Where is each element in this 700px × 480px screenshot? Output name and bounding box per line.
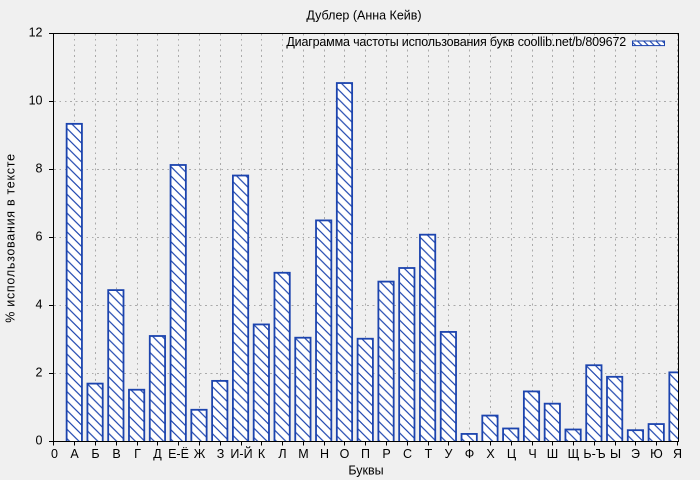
svg-text:4: 4 [36,298,43,312]
svg-text:Г: Г [134,447,141,461]
svg-text:В: В [112,447,120,461]
svg-text:Ь-Ъ: Ь-Ъ [583,447,605,461]
svg-text:З: З [217,447,225,461]
svg-text:12: 12 [29,26,43,40]
svg-text:Д: Д [153,447,162,461]
svg-text:Ч: Ч [528,447,536,461]
svg-text:Диаграмма частоты использовани: Диаграмма частоты использования букв coo… [286,35,626,49]
svg-text:Л: Л [278,447,286,461]
svg-text:Т: Т [425,447,433,461]
svg-text:0: 0 [51,447,58,461]
svg-text:Е-Ё: Е-Ё [168,447,189,461]
svg-text:Ы: Ы [610,447,621,461]
svg-text:Буквы: Буквы [348,464,383,478]
svg-text:С: С [403,447,412,461]
svg-text:А: А [70,447,79,461]
svg-text:Ж: Ж [194,447,206,461]
svg-text:2: 2 [36,366,43,380]
svg-text:К: К [258,447,266,461]
svg-text:Щ: Щ [568,447,580,461]
svg-text:10: 10 [29,94,43,108]
svg-text:У: У [445,447,453,461]
svg-text:Ю: Ю [650,447,663,461]
svg-text:8: 8 [36,162,43,176]
svg-text:М: М [298,447,308,461]
svg-text:Ш: Ш [547,447,558,461]
svg-text:Б: Б [91,447,99,461]
svg-text:% использования в тексте: % использования в тексте [4,153,18,323]
svg-text:Дублер (Анна Кейв): Дублер (Анна Кейв) [306,9,421,23]
svg-text:И-Й: И-Й [230,446,252,461]
svg-text:Я: Я [673,447,682,461]
svg-text:Ф: Ф [465,447,475,461]
svg-text:О: О [340,447,350,461]
svg-text:Х: Х [486,447,495,461]
svg-text:П: П [361,447,370,461]
svg-text:Ц: Ц [507,447,517,461]
svg-text:Э: Э [631,447,640,461]
svg-text:0: 0 [36,434,43,448]
svg-text:Р: Р [382,447,390,461]
svg-text:Н: Н [320,447,329,461]
svg-text:6: 6 [36,230,43,244]
